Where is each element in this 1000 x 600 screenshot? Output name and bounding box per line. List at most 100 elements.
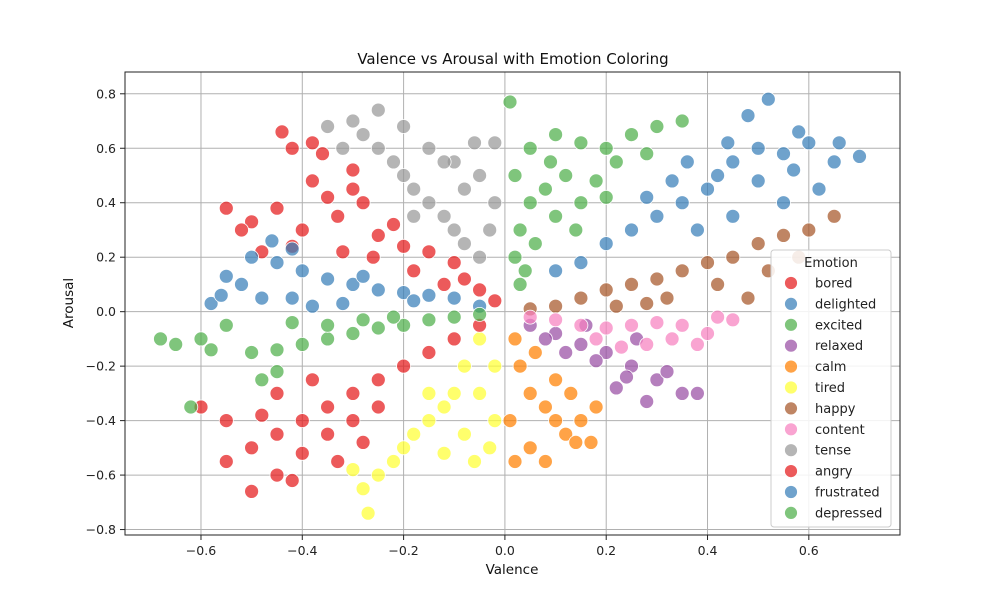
legend-marker bbox=[784, 443, 798, 458]
data-point bbox=[218, 317, 234, 333]
legend-label: bored bbox=[815, 277, 853, 292]
data-point bbox=[396, 440, 412, 456]
data-point bbox=[573, 336, 589, 352]
data-point bbox=[345, 413, 361, 429]
data-point bbox=[386, 154, 401, 170]
data-point bbox=[269, 467, 285, 483]
data-point bbox=[320, 317, 336, 333]
data-point bbox=[811, 181, 827, 197]
data-point bbox=[619, 369, 634, 385]
data-point bbox=[639, 189, 655, 205]
data-point bbox=[421, 345, 437, 360]
y-tick-label: −0.6 bbox=[86, 468, 116, 483]
data-point bbox=[421, 140, 437, 156]
data-point bbox=[548, 298, 563, 314]
data-point bbox=[826, 208, 842, 224]
data-point bbox=[740, 108, 756, 123]
data-point bbox=[690, 222, 705, 238]
data-point bbox=[421, 385, 437, 401]
y-tick-label: 0.2 bbox=[96, 250, 116, 265]
data-point bbox=[355, 481, 371, 497]
legend-marker bbox=[784, 296, 798, 311]
y-tick-label: −0.4 bbox=[86, 413, 116, 428]
data-point bbox=[335, 296, 351, 311]
data-point bbox=[467, 135, 482, 151]
data-point bbox=[548, 127, 563, 143]
data-point bbox=[436, 276, 452, 292]
legend-box bbox=[770, 249, 892, 528]
data-point bbox=[760, 91, 776, 107]
legend-label: tense bbox=[815, 444, 851, 459]
series-tired bbox=[345, 331, 503, 521]
data-point bbox=[548, 312, 563, 328]
data-point bbox=[568, 434, 584, 450]
data-point bbox=[284, 241, 300, 257]
data-point bbox=[487, 293, 503, 309]
legend-label: content bbox=[815, 423, 865, 438]
data-point bbox=[355, 434, 371, 450]
data-point bbox=[548, 263, 563, 279]
data-point bbox=[264, 233, 280, 249]
data-point bbox=[583, 434, 599, 450]
data-point bbox=[725, 312, 741, 328]
data-point bbox=[218, 268, 234, 284]
data-point bbox=[472, 249, 488, 265]
data-point bbox=[421, 287, 437, 303]
data-point bbox=[355, 268, 371, 284]
data-point bbox=[527, 345, 543, 360]
data-point bbox=[244, 483, 260, 499]
data-point bbox=[467, 454, 482, 469]
data-point bbox=[674, 263, 690, 279]
data-point bbox=[720, 135, 736, 151]
data-point bbox=[710, 309, 725, 325]
series-angry bbox=[193, 317, 488, 499]
data-point bbox=[304, 135, 320, 151]
data-point bbox=[370, 372, 386, 388]
data-point bbox=[674, 195, 690, 211]
data-point bbox=[370, 282, 386, 298]
data-point bbox=[330, 454, 346, 469]
data-point bbox=[386, 309, 401, 325]
data-point bbox=[801, 135, 817, 151]
data-point bbox=[304, 173, 320, 189]
data-point bbox=[725, 249, 741, 265]
data-point bbox=[573, 290, 589, 306]
legend-label: calm bbox=[815, 360, 846, 375]
data-point bbox=[831, 135, 847, 151]
data-point bbox=[370, 467, 386, 483]
legend-label: tired bbox=[815, 381, 845, 396]
data-point bbox=[740, 290, 756, 306]
data-point bbox=[522, 140, 538, 156]
data-point bbox=[269, 200, 285, 216]
data-point bbox=[674, 317, 690, 333]
data-point bbox=[284, 473, 300, 488]
y-tick-label: −0.8 bbox=[86, 522, 116, 537]
data-point bbox=[456, 271, 472, 287]
data-point bbox=[507, 331, 523, 347]
data-point bbox=[294, 445, 310, 461]
data-point bbox=[386, 454, 401, 469]
data-point bbox=[193, 331, 209, 347]
data-point bbox=[608, 380, 624, 396]
data-point bbox=[244, 214, 260, 230]
data-point bbox=[345, 385, 361, 401]
data-point bbox=[624, 222, 639, 238]
data-point bbox=[472, 331, 488, 347]
data-point bbox=[588, 353, 604, 369]
data-point bbox=[801, 222, 817, 238]
y-axis-ticks: −0.8 −0.6 −0.4 −0.2 0.0 0.2 0.4 0.6 0.8 bbox=[86, 86, 125, 537]
data-point bbox=[244, 249, 260, 265]
data-point bbox=[294, 413, 310, 429]
data-point bbox=[725, 208, 741, 224]
data-point bbox=[183, 399, 199, 415]
data-point bbox=[502, 413, 518, 429]
data-point bbox=[218, 454, 234, 469]
data-point bbox=[472, 385, 488, 401]
data-point bbox=[664, 173, 680, 189]
data-point bbox=[487, 195, 503, 211]
data-point bbox=[639, 336, 655, 352]
data-point bbox=[522, 440, 538, 456]
data-point bbox=[750, 140, 766, 156]
data-point bbox=[598, 345, 614, 360]
data-point bbox=[406, 181, 422, 197]
